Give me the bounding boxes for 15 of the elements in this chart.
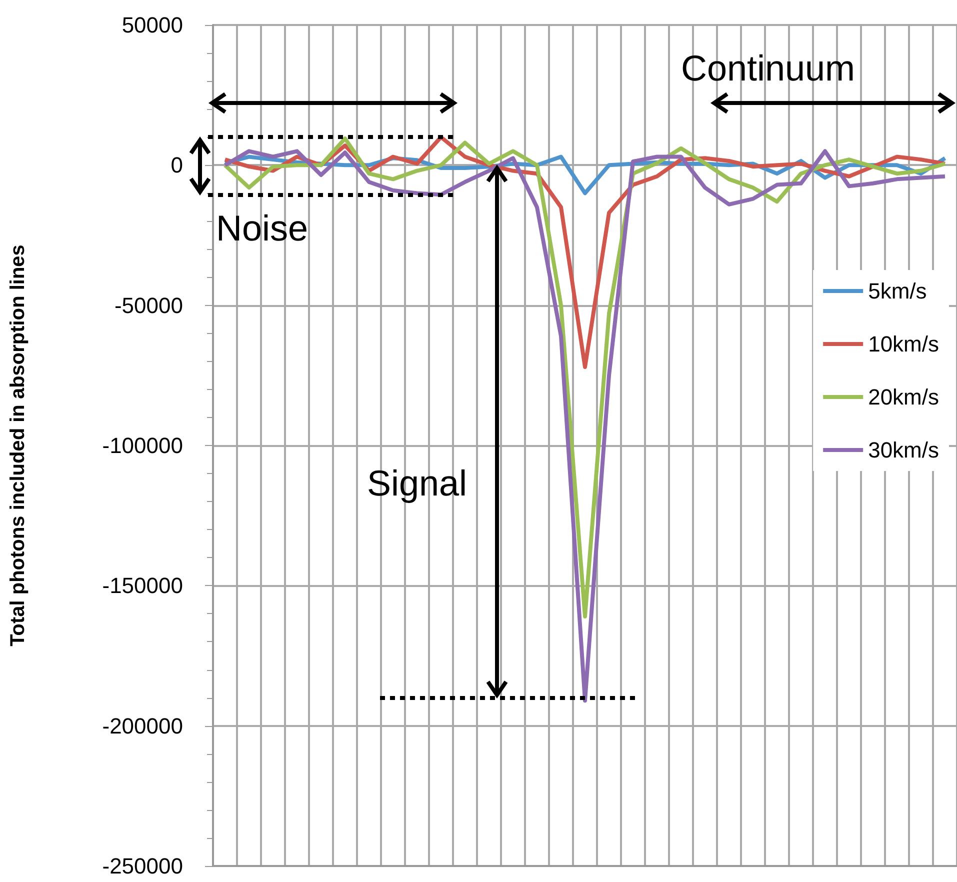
y-tick-label: 50000: [122, 12, 183, 38]
annotation: Noise: [216, 208, 308, 248]
legend-label: 10km/s: [868, 332, 940, 356]
y-tick-label: -50000: [114, 292, 183, 318]
y-tick-label: -150000: [102, 573, 183, 598]
annotation: Continuum: [680, 48, 856, 88]
y-tick-label: -100000: [102, 433, 183, 458]
legend-label: 30km/s: [868, 438, 940, 462]
annotation: Signal: [366, 462, 468, 504]
legend-label: 20km/s: [868, 384, 940, 410]
legend-label: 5km/s: [868, 278, 927, 304]
y-tick-label: -250000: [102, 854, 183, 878]
y-axis-title: Total photons included in absorption lines: [7, 244, 29, 646]
y-tick-label: 0: [170, 152, 183, 178]
y-tick-label: -200000: [102, 713, 183, 738]
